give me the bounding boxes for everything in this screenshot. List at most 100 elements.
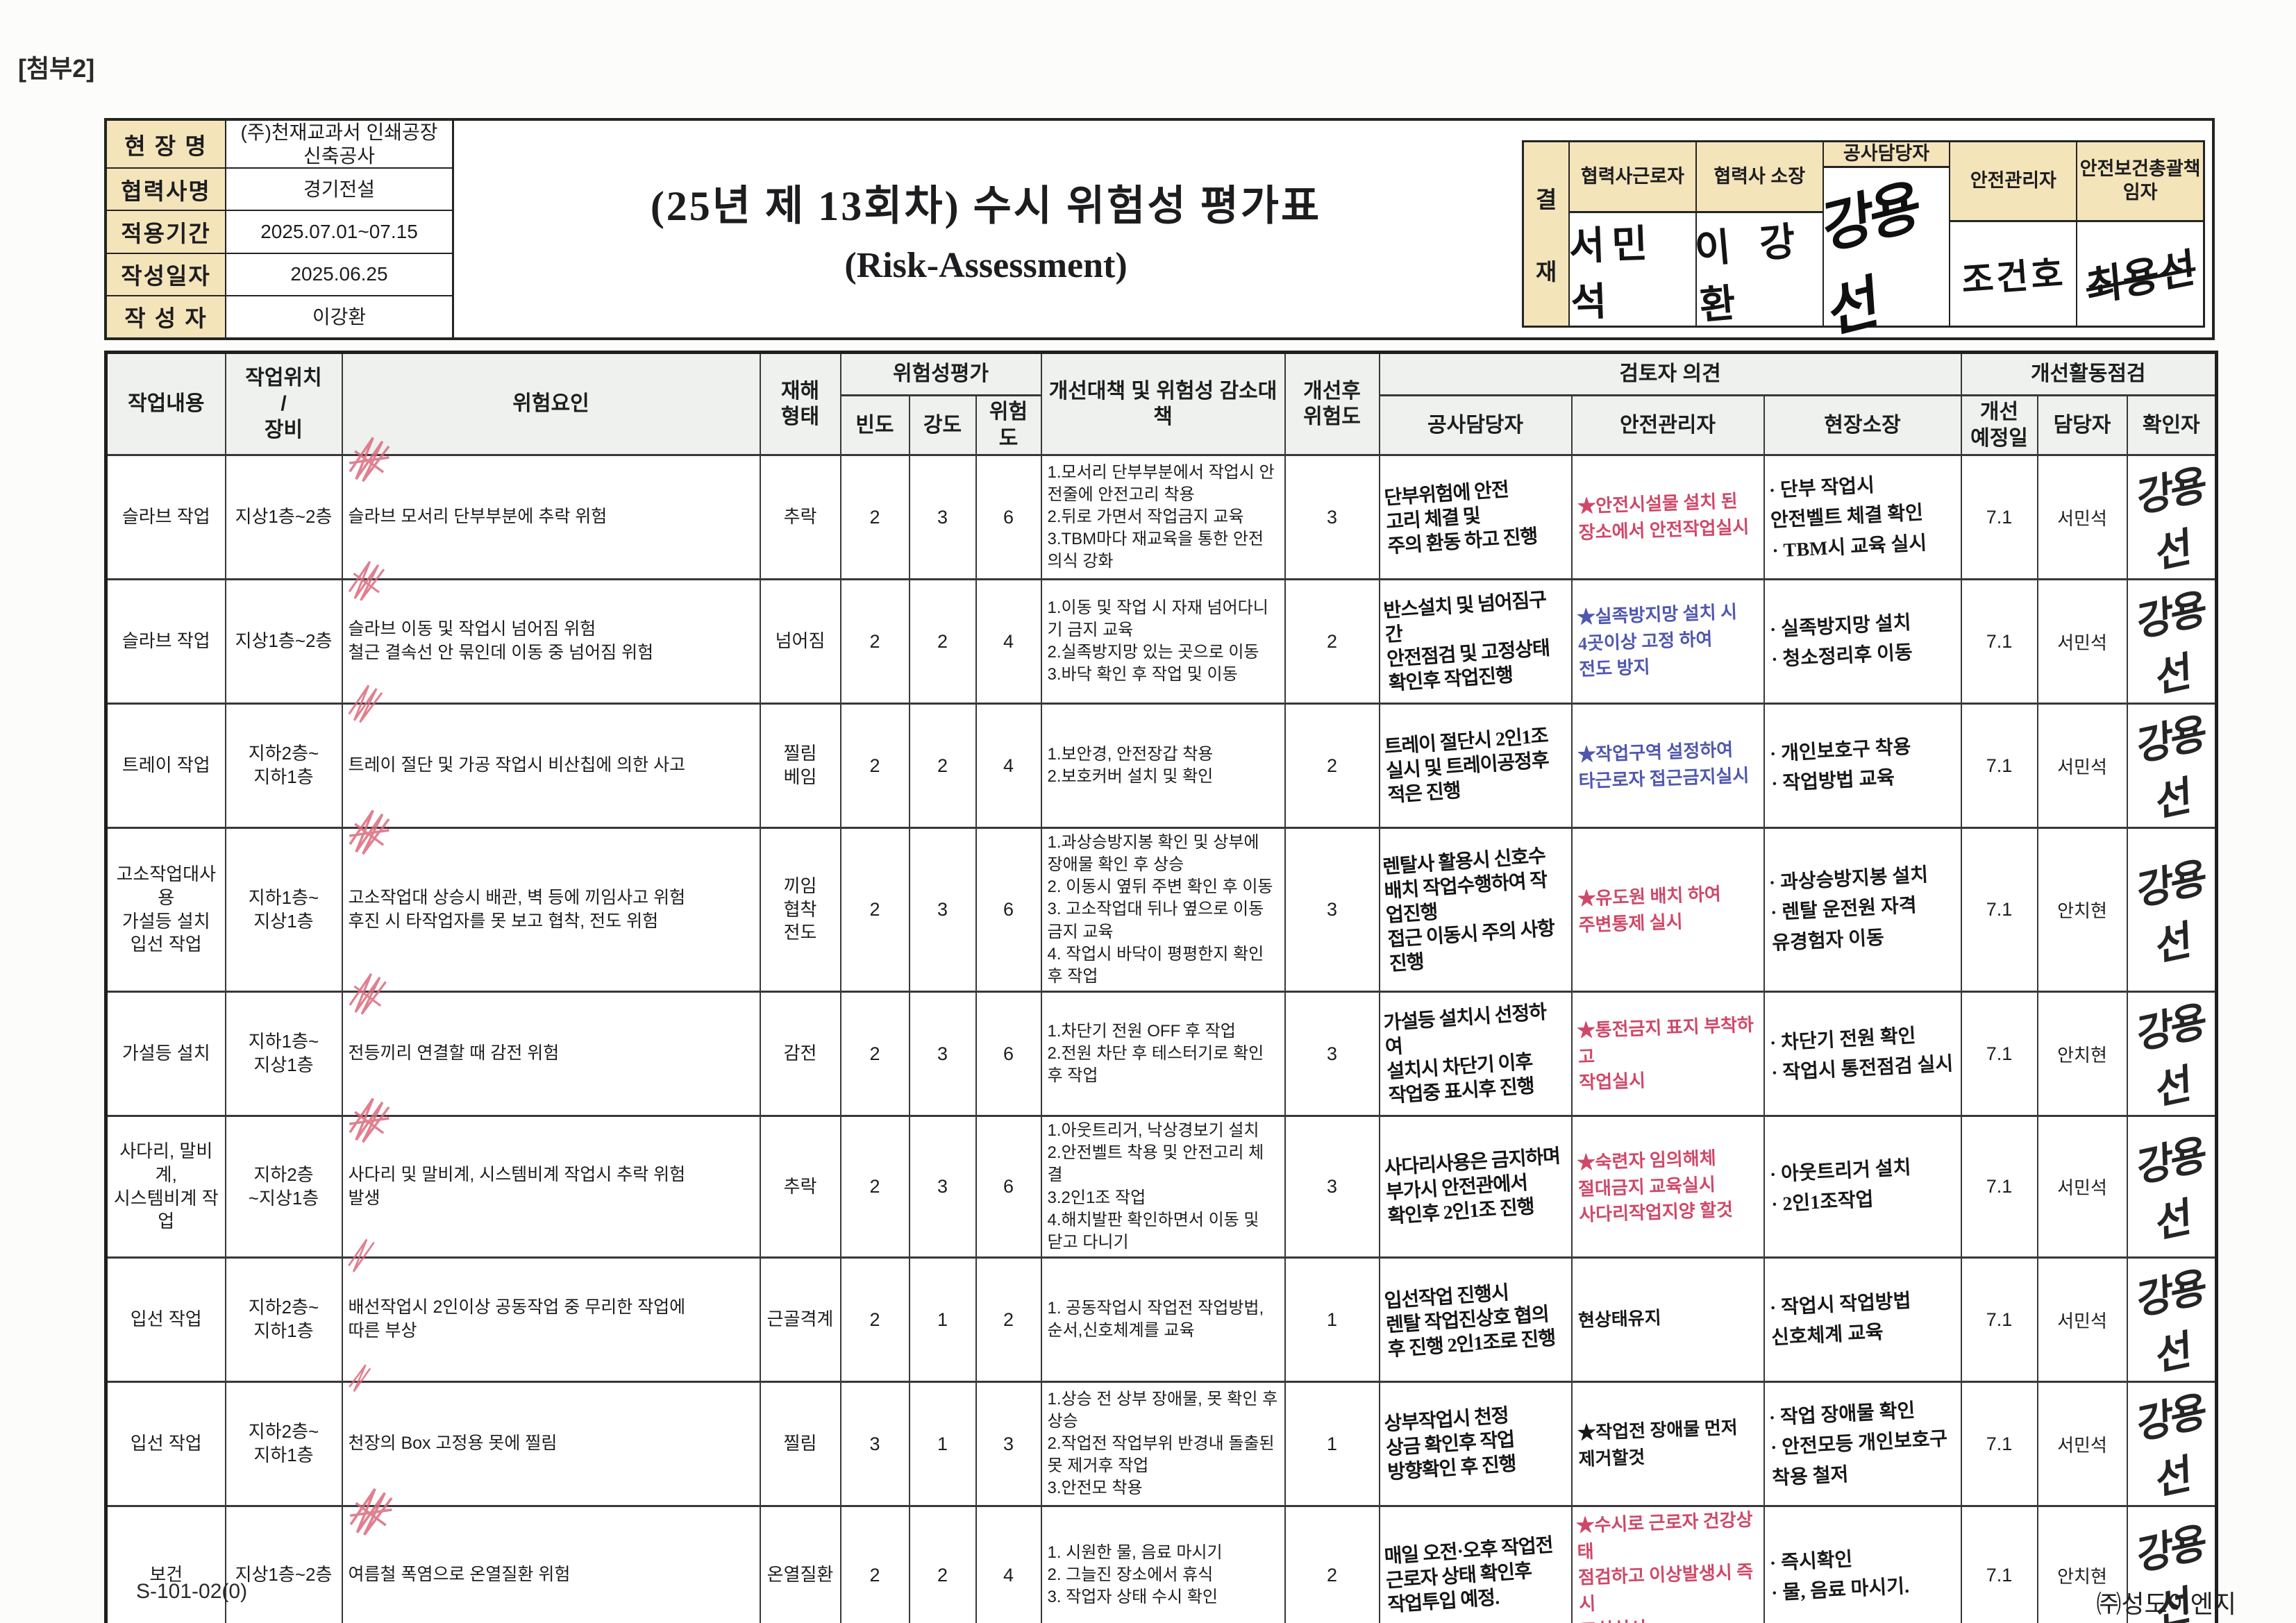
approval-col-partner-worker: 협력사근로자 서민석 [1568, 142, 1697, 326]
cell-measures: 1.아웃트리거, 낙상경보기 설치 2.안전벨트 착용 및 안전고리 체결 3.… [1040, 1115, 1286, 1259]
cell-accident-type: 온열질환 [759, 1505, 841, 1623]
col-header-safety-manager: 안전관리자 [1570, 394, 1765, 456]
approval-col-partner-chief: 협력사 소장 이 강환 [1693, 142, 1824, 328]
info-label: 현 장 명 [107, 121, 226, 168]
cell-manager: 서민석 [2036, 1381, 2128, 1508]
cell-severity: 2 [908, 703, 977, 829]
cell-severity: 3 [908, 826, 977, 993]
signature: 최용선 [2084, 244, 2197, 311]
table-row: 입선 작업 지하2층~ 지하1층 천장의 Box 고정용 못에 찔림 찔림 3 … [105, 1364, 2218, 1508]
approval-role: 안전관리자 [1950, 142, 2077, 222]
cell-construction-manager-note: 렌탈사 활용시 신호수 배치 작업수행하여 작업진행 접근 이동시 주의 사항 … [1378, 826, 1573, 993]
cell-due-date: 7.1 [1960, 1115, 2038, 1259]
cell-manager: 서민석 [2036, 578, 2128, 705]
cell-hazard: 천장의 Box 고정용 못에 찔림 [341, 1364, 761, 1508]
cell-confirm-signature: 강용선 [2126, 703, 2218, 829]
info-value: 2025.06.25 [290, 263, 388, 285]
cell-after-risk: 3 [1284, 454, 1380, 580]
cell-frequency: 2 [839, 578, 910, 705]
approval-col-safety-manager: 안전관리자 조건호 [1950, 142, 2078, 326]
table-row: 입선 작업 지하2층~ 지하1층 배선작업시 2인이상 공동작업 중 무리한 작… [105, 1238, 2218, 1384]
cell-location: 지하1층~ 지상1층 [224, 826, 343, 993]
cell-hazard: 여름철 폭염으로 온열질환 위험 [341, 1488, 761, 1623]
cell-severity: 3 [908, 1115, 977, 1259]
cell-due-date: 7.1 [1960, 1256, 2038, 1384]
cell-site-chief-note: · 아웃트리거 설치 · 2인1조작업 [1763, 1115, 1962, 1259]
cell-measures: 1. 공동작업시 작업전 작업방법,순서,신호체계를 교육 [1040, 1256, 1286, 1384]
info-value: 경기전설 [303, 178, 376, 200]
info-row-site: 현 장 명 (주)천재교과서 인쇄공장 신축공사 [107, 121, 452, 169]
cell-site-chief-note: · 과상승방지봉 설치 · 렌탈 운전원 자격 유경험자 이동 [1763, 826, 1962, 993]
cell-construction-manager-note: 입선작업 진행시 렌탈 작업진상호 협의 후 진행 2인1조로 진행 [1378, 1256, 1573, 1384]
site-info-table: 현 장 명 (주)천재교과서 인쇄공장 신축공사 협력사명 경기전설 적용기간 … [107, 121, 454, 337]
col-header-task: 작업내용 [105, 351, 226, 456]
signature: 조건호 [1960, 253, 2067, 300]
red-check-scribble-icon [348, 684, 383, 723]
table-row: 슬라브 작업 지상1층~2층 슬라브 이동 및 작업시 넘어짐 위험 철근 결속… [105, 561, 2218, 705]
info-value: 2025.07.01~07.15 [260, 221, 418, 243]
cell-location: 지하2층 ~지상1층 [224, 1115, 343, 1259]
col-header-risk-assessment: 위험성평가 [839, 351, 1042, 396]
cell-confirm-signature: 강용선 [2126, 991, 2218, 1118]
cell-site-chief-note: · 즉시확인 · 물, 음료 마시기. [1763, 1505, 1962, 1623]
cell-location: 지하2층~ 지하1층 [224, 1256, 343, 1384]
cell-severity: 3 [908, 991, 977, 1118]
table-row: 슬라브 작업 지상1층~2층 슬라브 모서리 단부부분에 추락 위험 추락 2 … [105, 437, 2218, 580]
cell-construction-manager-note: 사다리사용은 금지하며 부가시 안전관에서 확인후 2인1조 진행 [1378, 1115, 1573, 1259]
approval-role: 협력사근로자 [1570, 142, 1695, 213]
cell-location: 지하1층~ 지상1층 [224, 991, 343, 1118]
cell-task: 사다리, 말비계, 시스템비계 작업 [105, 1115, 226, 1259]
cell-frequency: 3 [839, 1381, 910, 1508]
cell-site-chief-note: · 개인보호구 착용 · 작업방법 교육 [1763, 703, 1962, 829]
cell-due-date: 7.1 [1960, 578, 2038, 705]
cell-frequency: 2 [839, 454, 910, 580]
cell-manager: 서민석 [2036, 1115, 2128, 1259]
cell-measures: 1.과상승방지봉 확인 및 상부에 장애물 확인 후 상승 2. 이동시 옆뒤 … [1040, 826, 1286, 993]
cell-after-risk: 3 [1284, 1115, 1380, 1259]
cell-construction-manager-note: 트레이 절단시 2인1조 실시 및 트레이공정후 적은 진행 [1378, 703, 1573, 829]
cell-confirm-signature: 강용선 [2126, 1505, 2218, 1623]
cell-hazard: 슬라브 모서리 단부부분에 추락 위험 [341, 437, 761, 580]
cell-hazard: 트레이 절단 및 가공 작업시 비산칩에 의한 사고 [341, 684, 761, 829]
cell-safety-manager-note: ★작업전 장애물 먼저 제거할것 [1570, 1381, 1765, 1508]
col-header-severity: 강도 [908, 394, 977, 456]
cell-accident-type: 감전 [759, 991, 841, 1118]
cell-manager: 서민석 [2036, 454, 2128, 580]
cell-severity: 1 [908, 1256, 977, 1384]
cell-measures: 1.이동 및 작업 시 자재 넘어다니기 금지 교육 2.실족방지망 있는 곳으… [1040, 578, 1286, 705]
header-box: 현 장 명 (주)천재교과서 인쇄공장 신축공사 협력사명 경기전설 적용기간 … [104, 118, 2215, 345]
cell-location: 지상1층~2층 [224, 454, 343, 580]
cell-measures: 1.보안경, 안전장갑 착용 2.보호커버 설치 및 확인 [1040, 703, 1286, 829]
cell-site-chief-note: · 작업 장애물 확인 · 안전모등 개인보호구 착용 철저 [1763, 1381, 1962, 1508]
cell-hazard: 사다리 및 말비계, 시스템비계 작업시 추락 위험 발생 [341, 1098, 761, 1259]
cell-severity: 3 [908, 454, 977, 580]
signature: 강용선 [1820, 174, 1919, 346]
info-label: 적용기간 [107, 211, 226, 253]
cell-safety-manager-note: ★숙련자 임의해체 절대금지 교육실시 사다리작업지양 할것 [1570, 1115, 1765, 1259]
cell-after-risk: 3 [1284, 826, 1380, 993]
cell-site-chief-note: · 단부 작업시 안전벨트 체결 확인 · TBM시 교육 실시 [1763, 454, 1962, 580]
signature: 서민석 [1568, 222, 1655, 326]
cell-after-risk: 2 [1284, 703, 1380, 829]
cell-due-date: 7.1 [1960, 1505, 2038, 1623]
info-row-partner: 협력사명 경기전설 [107, 169, 452, 212]
cell-manager: 서민석 [2036, 703, 2128, 829]
cell-construction-manager-note: 상부작업시 천정 상금 확인후 작업 방향확인 후 진행 [1378, 1381, 1573, 1508]
table-header-row-1: 작업내용 작업위치 / 장비 위험요인 재해 형태 위험성평가 개선대책 및 위… [105, 351, 2218, 456]
cell-location: 지하2층~ 지하1층 [224, 1381, 343, 1508]
cell-due-date: 7.1 [1960, 1381, 2038, 1508]
red-check-scribble-icon [349, 1488, 393, 1536]
col-header-construction-manager: 공사담당자 [1378, 394, 1573, 456]
title-line2: (Risk-Assessment) [844, 246, 1128, 285]
cell-confirm-signature: 강용선 [2126, 1115, 2218, 1259]
cell-task: 고소작업대사용 가설등 설치 입선 작업 [105, 826, 226, 993]
cell-after-risk: 1 [1284, 1256, 1380, 1384]
col-header-location: 작업위치 / 장비 [224, 351, 343, 456]
red-check-scribble-icon [347, 1238, 375, 1272]
cell-safety-manager-note: ★작업구역 설정하여 타근로자 접근금지실시 [1570, 703, 1765, 829]
cell-confirm-signature: 강용선 [2126, 1381, 2218, 1508]
red-check-scribble-icon [349, 809, 390, 855]
cell-task: 트레이 작업 [105, 703, 226, 829]
cell-task: 입선 작업 [105, 1256, 226, 1384]
